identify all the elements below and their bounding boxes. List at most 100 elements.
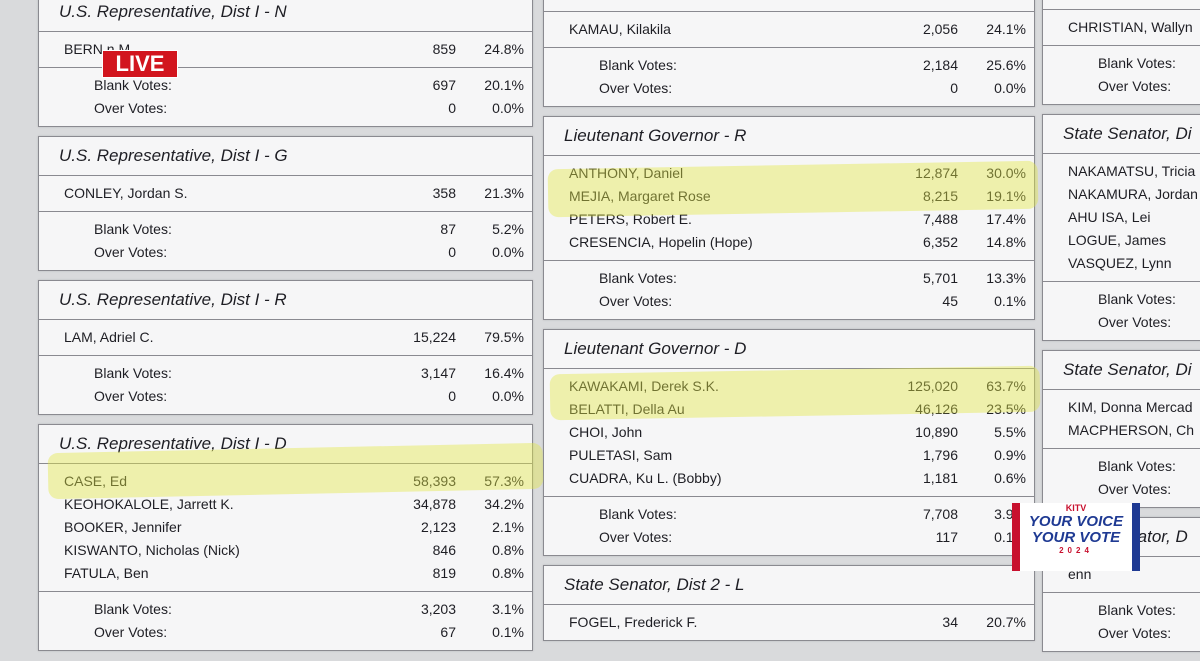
result-row: Blank Votes:	[1043, 52, 1200, 75]
totals: Blank Votes: 7,708 3.9% Over Votes: 117 0.1%	[544, 497, 1034, 555]
vote-percent: 0.0%	[492, 100, 524, 116]
result-row: BOOKER, Jennifer 2,123 2.1%	[39, 516, 532, 539]
result-row: Blank Votes: 3,147 16.4%	[39, 362, 532, 385]
candidate-name: VASQUEZ, Lynn	[1068, 255, 1172, 271]
vote-count: 2,056	[922, 21, 958, 37]
candidate-name: FOGEL, Frederick F.	[569, 614, 698, 630]
race-title: U.S. Representative, Dist I - R	[39, 281, 532, 320]
result-row: CHRISTIAN, Wallyn	[1043, 16, 1200, 39]
race-title: Lieutenant Governor - R	[544, 117, 1034, 156]
candidate-name: Over Votes:	[94, 624, 168, 640]
result-row: Blank Votes:	[1043, 599, 1200, 622]
live-badge: LIVE	[102, 50, 178, 78]
result-row: Over Votes:	[1043, 75, 1200, 98]
candidate-name: Over Votes:	[1098, 78, 1172, 94]
column: U.S. Representative, Dist I - N BERN n M.…	[38, 0, 533, 660]
race-section: Lieutenant Governor - D KAWAKAMI, Derek S…	[543, 329, 1035, 556]
vote-count: 859	[432, 41, 456, 57]
vote-percent: 63.7%	[986, 378, 1026, 394]
vote-count: 45	[942, 293, 958, 309]
result-row: VASQUEZ, Lynn	[1043, 252, 1200, 275]
vote-count: 67	[440, 624, 456, 640]
race-title: Lieutenant Governor - D	[544, 330, 1034, 369]
result-row: Blank Votes: 5,701 13.3%	[544, 267, 1034, 290]
vote-count: 34,878	[413, 496, 456, 512]
vote-count: 1,181	[922, 470, 958, 486]
result-row: FATULA, Ben 819 0.8%	[39, 562, 532, 585]
vote-percent: 34.2%	[484, 496, 524, 512]
vote-count: 819	[432, 565, 456, 581]
candidate-name: Blank Votes:	[599, 506, 677, 522]
vote-count: 0	[448, 388, 456, 404]
result-row: KEOHOKALOLE, Jarrett K. 34,878 34.2%	[39, 493, 532, 516]
vote-count: 34	[942, 614, 958, 630]
race-title	[1043, 0, 1200, 10]
station-logo: KITV YOUR VOICE YOUR VOTE 2024	[1012, 503, 1140, 571]
vote-percent: 24.8%	[484, 41, 524, 57]
vote-percent: 5.5%	[994, 424, 1026, 440]
vote-percent: 0.8%	[492, 565, 524, 581]
vote-percent: 0.9%	[994, 447, 1026, 463]
candidate-name: Blank Votes:	[94, 601, 172, 617]
result-row: MACPHERSON, Ch	[1043, 419, 1200, 442]
candidate-name: NAKAMURA, Jordan	[1068, 186, 1198, 202]
vote-count: 117	[935, 529, 958, 545]
vote-count: 15,224	[413, 329, 456, 345]
candidate-name: Over Votes:	[94, 388, 168, 404]
result-row: Over Votes: 45 0.1%	[544, 290, 1034, 313]
vote-percent: 13.3%	[986, 270, 1026, 286]
vote-count: 2,123	[420, 519, 456, 535]
race-section: State Senator, Di KIM, Donna Mercad MACPHE…	[1042, 350, 1200, 508]
candidate-list: KIM, Donna Mercad MACPHERSON, Ch	[1043, 390, 1200, 449]
result-row: LAM, Adriel C. 15,224 79.5%	[39, 326, 532, 349]
totals: Blank Votes: Over Votes:	[1043, 282, 1200, 340]
race-title: U.S. Representative, Dist I - N	[39, 0, 532, 32]
totals: Blank Votes: 2,184 25.6% Over Votes: 0 0.0%	[544, 48, 1034, 106]
vote-percent: 21.3%	[484, 185, 524, 201]
candidate-name: Blank Votes:	[599, 57, 677, 73]
race-section: State Senator, Di NAKAMATSU, Tricia NAKAMU…	[1042, 114, 1200, 341]
page: U.S. Representative, Dist I - N BERN n M.…	[38, 0, 1200, 652]
race-title: U.S. Representative, Dist I - D	[39, 425, 532, 464]
totals: Blank Votes: 5,701 13.3% Over Votes: 45 0.1%	[544, 261, 1034, 319]
vote-count: 5,701	[922, 270, 958, 286]
candidate-name: CHOI, John	[569, 424, 643, 440]
candidate-list: CONLEY, Jordan S. 358 21.3%	[39, 176, 532, 212]
candidate-name: NAKAMATSU, Tricia	[1068, 163, 1196, 179]
candidate-name: KISWANTO, Nicholas (Nick)	[64, 542, 240, 558]
vote-percent: 2.1%	[492, 519, 524, 535]
race-title: U.S. Representative, Dist I - G	[39, 137, 532, 176]
candidate-name: PETERS, Robert E.	[569, 211, 692, 227]
result-row: Over Votes: 0 0.0%	[39, 385, 532, 408]
candidate-name: FATULA, Ben	[64, 565, 149, 581]
vote-count: 125,020	[907, 378, 958, 394]
vote-count: 358	[432, 185, 456, 201]
result-row: Over Votes: 0 0.0%	[544, 77, 1034, 100]
race-section: U.S. Representative, Dist I - D CASE, Ed 5…	[38, 424, 533, 651]
candidate-list: KAWAKAMI, Derek S.K. 125,020 63.7% BELATTI,…	[544, 369, 1034, 497]
result-row: NAKAMATSU, Tricia	[1043, 160, 1200, 183]
vote-count: 0	[950, 80, 958, 96]
result-row: KAWAKAMI, Derek S.K. 125,020 63.7%	[544, 375, 1034, 398]
candidate-name: LAM, Adriel C.	[64, 329, 154, 345]
candidate-list: FOGEL, Frederick F. 34 20.7%	[544, 605, 1034, 640]
candidate-name: Blank Votes:	[1098, 458, 1176, 474]
column: Lieutenant Governor - N KAMAU, Kilakila 2,…	[543, 0, 1035, 650]
result-row: Over Votes: 67 0.1%	[39, 621, 532, 644]
vote-count: 0	[448, 244, 456, 260]
result-row: PETERS, Robert E. 7,488 17.4%	[544, 208, 1034, 231]
candidate-name: Blank Votes:	[599, 270, 677, 286]
candidate-name: Over Votes:	[94, 244, 168, 260]
vote-count: 3,203	[420, 601, 456, 617]
candidate-name: MACPHERSON, Ch	[1068, 422, 1195, 438]
result-row: BELATTI, Della Au 46,126 23.5%	[544, 398, 1034, 421]
candidate-name: BELATTI, Della Au	[569, 401, 685, 417]
result-row: Over Votes: 117 0.1%	[544, 526, 1034, 549]
race-title: State Senator, Di	[1043, 115, 1200, 154]
result-row: Blank Votes: 3,203 3.1%	[39, 598, 532, 621]
candidate-list: NAKAMATSU, Tricia NAKAMURA, Jordan AHU ISA…	[1043, 154, 1200, 282]
result-row: Blank Votes:	[1043, 455, 1200, 478]
candidate-list: KAMAU, Kilakila 2,056 24.1%	[544, 12, 1034, 48]
race-section: State Senator, Dist 2 - L FOGEL, Frederic…	[543, 565, 1035, 641]
totals: Blank Votes: 3,203 3.1% Over Votes: 67 0.1%	[39, 592, 532, 650]
